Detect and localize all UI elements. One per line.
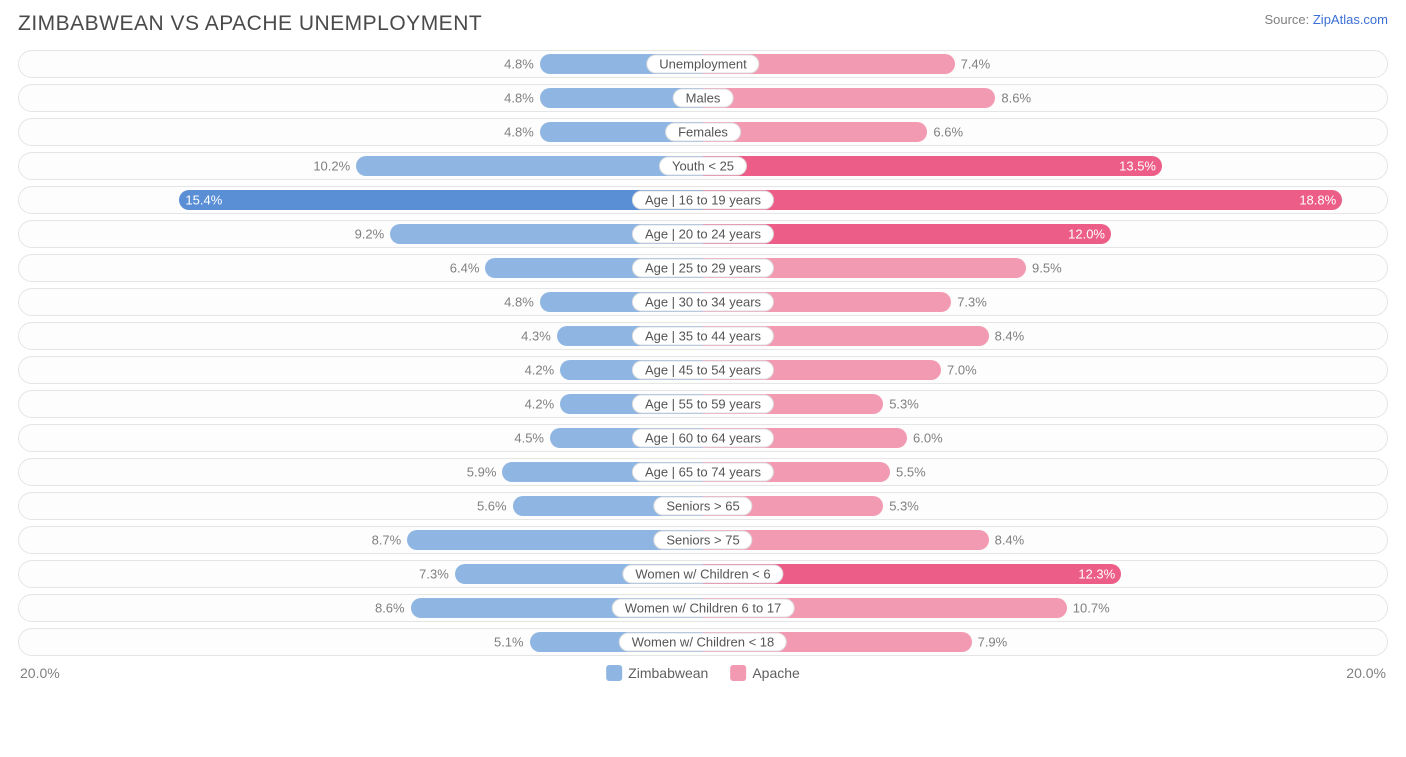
value-right: 7.0% — [947, 363, 977, 378]
value-left: 5.6% — [477, 499, 507, 514]
value-right: 18.8% — [1299, 193, 1336, 208]
value-right: 5.3% — [889, 397, 919, 412]
value-left: 7.3% — [419, 567, 449, 582]
value-left: 5.9% — [467, 465, 497, 480]
chart-row: 5.1% 7.9% Women w/ Children < 18 — [18, 628, 1388, 656]
legend-item-left: Zimbabwean — [606, 665, 708, 681]
value-left: 15.4% — [185, 193, 222, 208]
bar-left: 10.2% — [356, 156, 703, 176]
chart-row: 4.3% 8.4% Age | 35 to 44 years — [18, 322, 1388, 350]
value-left: 5.1% — [494, 635, 524, 650]
row-category-label: Women w/ Children 6 to 17 — [612, 599, 795, 618]
row-category-label: Age | 30 to 34 years — [632, 293, 774, 312]
chart-footer: 20.0% Zimbabwean Apache 20.0% — [18, 662, 1388, 684]
value-right: 7.3% — [957, 295, 987, 310]
axis-max-left: 20.0% — [20, 665, 60, 681]
value-right: 12.3% — [1078, 567, 1115, 582]
bar-right: 8.6% — [703, 88, 995, 108]
bar-right: 18.8% — [703, 190, 1342, 210]
legend-label-right: Apache — [752, 665, 799, 681]
source-link[interactable]: ZipAtlas.com — [1313, 12, 1388, 27]
row-category-label: Age | 60 to 64 years — [632, 429, 774, 448]
row-category-label: Males — [673, 89, 734, 108]
row-category-label: Women w/ Children < 6 — [622, 565, 783, 584]
value-right: 5.3% — [889, 499, 919, 514]
chart-row: 6.4% 9.5% Age | 25 to 29 years — [18, 254, 1388, 282]
value-right: 12.0% — [1068, 227, 1105, 242]
chart-row: 4.8% 8.6% Males — [18, 84, 1388, 112]
row-category-label: Seniors > 65 — [653, 497, 752, 516]
value-left: 10.2% — [313, 159, 350, 174]
bar-right: 13.5% — [703, 156, 1162, 176]
row-category-label: Women w/ Children < 18 — [619, 633, 787, 652]
value-left: 4.2% — [525, 397, 555, 412]
value-right: 8.4% — [995, 533, 1025, 548]
value-left: 4.3% — [521, 329, 551, 344]
value-right: 8.6% — [1001, 91, 1031, 106]
axis-max-right: 20.0% — [1346, 665, 1386, 681]
chart-row: 15.4% 18.8% Age | 16 to 19 years — [18, 186, 1388, 214]
row-category-label: Age | 45 to 54 years — [632, 361, 774, 380]
value-left: 4.2% — [525, 363, 555, 378]
value-right: 13.5% — [1119, 159, 1156, 174]
chart-row: 5.9% 5.5% Age | 65 to 74 years — [18, 458, 1388, 486]
chart-row: 4.2% 5.3% Age | 55 to 59 years — [18, 390, 1388, 418]
chart-rows: 4.8% 7.4% Unemployment 4.8% 8.6% — [18, 50, 1388, 656]
value-right: 7.4% — [961, 57, 991, 72]
row-category-label: Age | 55 to 59 years — [632, 395, 774, 414]
value-left: 8.6% — [375, 601, 405, 616]
chart-row: 4.8% 6.6% Females — [18, 118, 1388, 146]
value-right: 10.7% — [1073, 601, 1110, 616]
row-category-label: Age | 25 to 29 years — [632, 259, 774, 278]
source-attribution: Source: ZipAtlas.com — [1264, 12, 1388, 27]
chart-row: 8.7% 8.4% Seniors > 75 — [18, 526, 1388, 554]
row-category-label: Age | 35 to 44 years — [632, 327, 774, 346]
legend-swatch-left — [606, 665, 622, 681]
row-category-label: Unemployment — [646, 55, 759, 74]
legend: Zimbabwean Apache — [606, 665, 800, 681]
value-left: 4.8% — [504, 295, 534, 310]
row-category-label: Seniors > 75 — [653, 531, 752, 550]
value-right: 9.5% — [1032, 261, 1062, 276]
value-left: 4.8% — [504, 57, 534, 72]
legend-swatch-right — [730, 665, 746, 681]
value-left: 4.5% — [514, 431, 544, 446]
chart-row: 5.6% 5.3% Seniors > 65 — [18, 492, 1388, 520]
row-category-label: Females — [665, 123, 741, 142]
chart-row: 7.3% 12.3% Women w/ Children < 6 — [18, 560, 1388, 588]
value-left: 6.4% — [450, 261, 480, 276]
value-right: 8.4% — [995, 329, 1025, 344]
row-category-label: Age | 16 to 19 years — [632, 191, 774, 210]
chart-row: 10.2% 13.5% Youth < 25 — [18, 152, 1388, 180]
value-left: 8.7% — [372, 533, 402, 548]
value-left: 4.8% — [504, 125, 534, 140]
value-right: 5.5% — [896, 465, 926, 480]
bar-left: 15.4% — [179, 190, 703, 210]
legend-label-left: Zimbabwean — [628, 665, 708, 681]
chart-row: 4.8% 7.4% Unemployment — [18, 50, 1388, 78]
source-prefix: Source: — [1264, 12, 1312, 27]
chart-title: ZIMBABWEAN VS APACHE UNEMPLOYMENT — [18, 12, 482, 36]
chart-row: 9.2% 12.0% Age | 20 to 24 years — [18, 220, 1388, 248]
value-right: 6.6% — [933, 125, 963, 140]
legend-item-right: Apache — [730, 665, 799, 681]
value-right: 6.0% — [913, 431, 943, 446]
chart-row: 8.6% 10.7% Women w/ Children 6 to 17 — [18, 594, 1388, 622]
value-left: 9.2% — [355, 227, 385, 242]
value-right: 7.9% — [978, 635, 1008, 650]
chart-row: 4.2% 7.0% Age | 45 to 54 years — [18, 356, 1388, 384]
chart-row: 4.8% 7.3% Age | 30 to 34 years — [18, 288, 1388, 316]
row-category-label: Youth < 25 — [659, 157, 747, 176]
chart-row: 4.5% 6.0% Age | 60 to 64 years — [18, 424, 1388, 452]
row-category-label: Age | 65 to 74 years — [632, 463, 774, 482]
row-category-label: Age | 20 to 24 years — [632, 225, 774, 244]
value-left: 4.8% — [504, 91, 534, 106]
